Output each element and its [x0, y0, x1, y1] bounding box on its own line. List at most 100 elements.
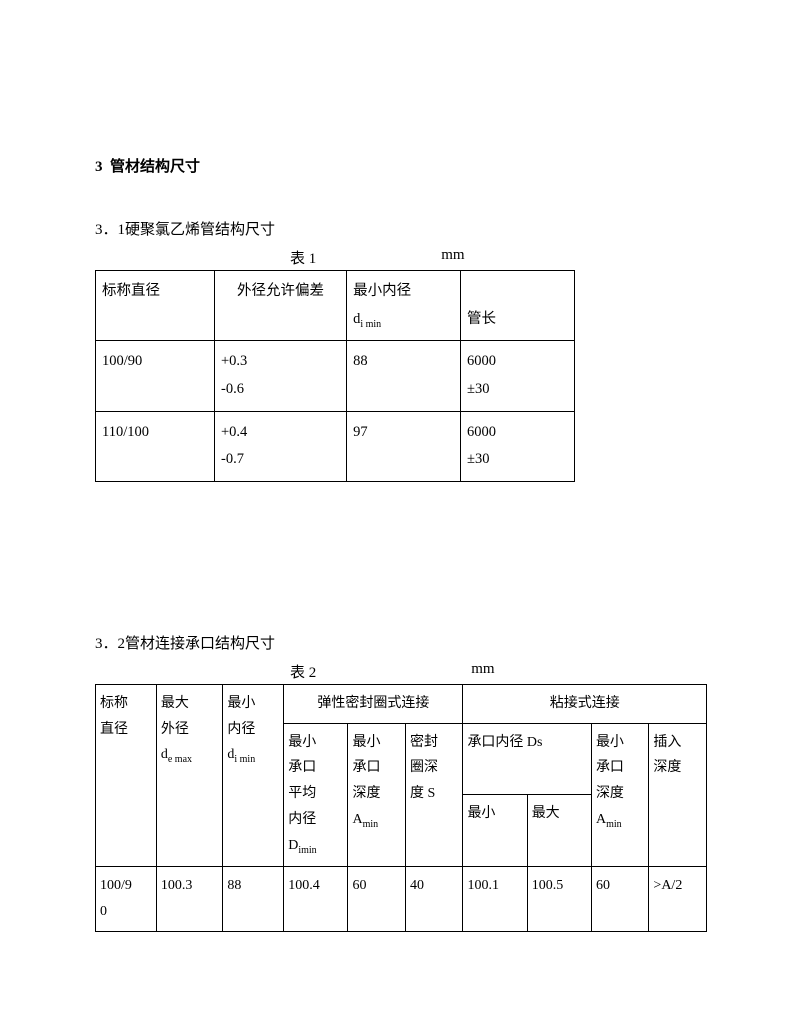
table-row: 100/9 0 100.3 88 100.4 60 40 100.1 100.5… [96, 867, 707, 932]
table-1-header-idmin: 最小内径 di min [347, 271, 461, 341]
subsection-2-title: 管材连接承口结构尺寸 [125, 636, 275, 652]
l: A [596, 812, 606, 827]
table-2-header-row-1: 标称 直径 最大 外径 de max 最小 内径 di min 弹性密封圈式连接… [96, 684, 707, 723]
table-2: 标称 直径 最大 外径 de max 最小 内径 di min 弹性密封圈式连接… [95, 684, 707, 933]
section-title-text: 管材结构尺寸 [110, 159, 200, 175]
l: 深度 [653, 760, 681, 775]
subsection-1-heading: 3．1硬聚氯乙烯管结构尺寸 [95, 218, 705, 239]
cell-tol-neg: -0.6 [221, 381, 244, 397]
table-row: 100/90 +0.3 -0.6 88 6000 ±30 [96, 341, 575, 411]
table-1-header-idmin-label: 最小内径 [353, 283, 411, 299]
t2-h-amin1: 最小 承口 深度 Amin [348, 723, 405, 867]
table-1-header-idmin-sub: i min [360, 318, 381, 329]
t2-h-dsmin: 最小 [463, 795, 527, 867]
section-number: 3 [95, 159, 103, 175]
cell-tolerance: +0.4 -0.7 [214, 411, 346, 481]
cell-idmin: 88 [223, 867, 284, 932]
cell-seal: 40 [405, 867, 462, 932]
cell-amin1: 60 [348, 867, 405, 932]
l: D [288, 838, 298, 853]
l: 承口 [352, 760, 380, 775]
t2-h-odmax-sym: d [161, 747, 168, 762]
t2-h-ds: 承口内径 Ds [463, 723, 592, 795]
cell-tol-neg: -0.7 [221, 451, 244, 467]
cell-idmin: 88 [347, 341, 461, 411]
document-page: 3 管材结构尺寸 3．1硬聚氯乙烯管结构尺寸 表 1 mm 标称直径 外径允许偏… [0, 0, 800, 982]
l: 深度 [596, 786, 624, 801]
subsection-2-number: 3．2 [95, 636, 125, 652]
l: 深度 [352, 786, 380, 801]
table-1-label: 表 1 [290, 247, 316, 268]
table-2-caption-row: 表 2 mm [95, 661, 705, 682]
l: 承口 [596, 760, 624, 775]
cell-tol-pos: +0.3 [221, 353, 247, 369]
cell-length-tol: ±30 [467, 451, 489, 467]
subsection-2-heading: 3．2管材连接承口结构尺寸 [95, 632, 705, 653]
l: 内径 [288, 812, 316, 827]
t2-h-idmin-l1: 最小 [227, 696, 255, 711]
s: min [363, 819, 379, 830]
cell-odmax: 100.3 [156, 867, 223, 932]
t2-h-idmin-sub: i min [234, 754, 255, 765]
t2-h-odmax-l1: 最大 [161, 696, 189, 711]
l: 100/9 [100, 878, 132, 893]
t2-h-idmin-l2: 内径 [227, 722, 255, 737]
t2-h-idmin: 最小 内径 di min [223, 684, 284, 867]
l: A [352, 812, 362, 827]
cell-length-tol: ±30 [467, 381, 489, 397]
table-1-header-nominal: 标称直径 [96, 271, 215, 341]
t2-h-odmax-sub: e max [168, 754, 192, 765]
table-2-label: 表 2 [290, 661, 316, 682]
t2-h-nominal-l2: 直径 [100, 722, 128, 737]
l: 最小 [288, 735, 316, 750]
l: 承口 [288, 760, 316, 775]
t2-h-dimin: 最小 承口 平均 内径 Dimin [284, 723, 348, 867]
section-gap [95, 482, 705, 632]
table-2-unit: mm [471, 661, 494, 682]
l: 插入 [653, 735, 681, 750]
t2-h-dsmax: 最大 [527, 795, 591, 867]
table-1-header-length-label: 管长 [467, 311, 496, 327]
t2-h-group1: 弹性密封圈式连接 [284, 684, 463, 723]
cell-nominal: 100/90 [96, 341, 215, 411]
table-1-caption-row: 表 1 mm [95, 247, 705, 268]
subsection-1-number: 3．1 [95, 222, 125, 238]
l: 0 [100, 904, 107, 919]
cell-tolerance: +0.3 -0.6 [214, 341, 346, 411]
cell-length-val: 6000 [467, 424, 496, 440]
cell-length: 6000 ±30 [461, 341, 575, 411]
table-row: 110/100 +0.4 -0.7 97 6000 ±30 [96, 411, 575, 481]
t2-h-amin2: 最小 承口 深度 Amin [591, 723, 648, 867]
t2-h-odmax-l2: 外径 [161, 722, 189, 737]
cell-idmin: 97 [347, 411, 461, 481]
cell-length: 6000 ±30 [461, 411, 575, 481]
section-heading: 3 管材结构尺寸 [95, 155, 705, 176]
t2-h-nominal-l1: 标称 [100, 696, 128, 711]
t2-h-odmax: 最大 外径 de max [156, 684, 223, 867]
cell-nominal: 100/9 0 [96, 867, 157, 932]
t2-h-seal: 密封 圈深 度 S [405, 723, 462, 867]
s: imin [298, 845, 316, 856]
subsection-1-title: 硬聚氯乙烯管结构尺寸 [125, 222, 275, 238]
l: 度 S [410, 786, 435, 801]
t2-h-group2: 粘接式连接 [463, 684, 707, 723]
l: 圈深 [410, 760, 438, 775]
l: 密封 [410, 735, 438, 750]
cell-amin2: 60 [591, 867, 648, 932]
cell-insert: >A/2 [649, 867, 707, 932]
cell-length-val: 6000 [467, 353, 496, 369]
l: 平均 [288, 786, 316, 801]
table-1-header-length: 管长 [461, 271, 575, 341]
cell-dimin: 100.4 [284, 867, 348, 932]
l: 最小 [596, 735, 624, 750]
table-1-unit: mm [441, 247, 464, 268]
table-1-header-tolerance: 外径允许偏差 [214, 271, 346, 341]
cell-dsmin: 100.1 [463, 867, 527, 932]
l: 最小 [352, 735, 380, 750]
cell-dsmax: 100.5 [527, 867, 591, 932]
t2-h-nominal: 标称 直径 [96, 684, 157, 867]
t2-h-insert: 插入 深度 [649, 723, 707, 867]
cell-tol-pos: +0.4 [221, 424, 247, 440]
table-1: 标称直径 外径允许偏差 最小内径 di min 管长 100/90 +0.3 -… [95, 270, 575, 482]
s: min [606, 819, 622, 830]
